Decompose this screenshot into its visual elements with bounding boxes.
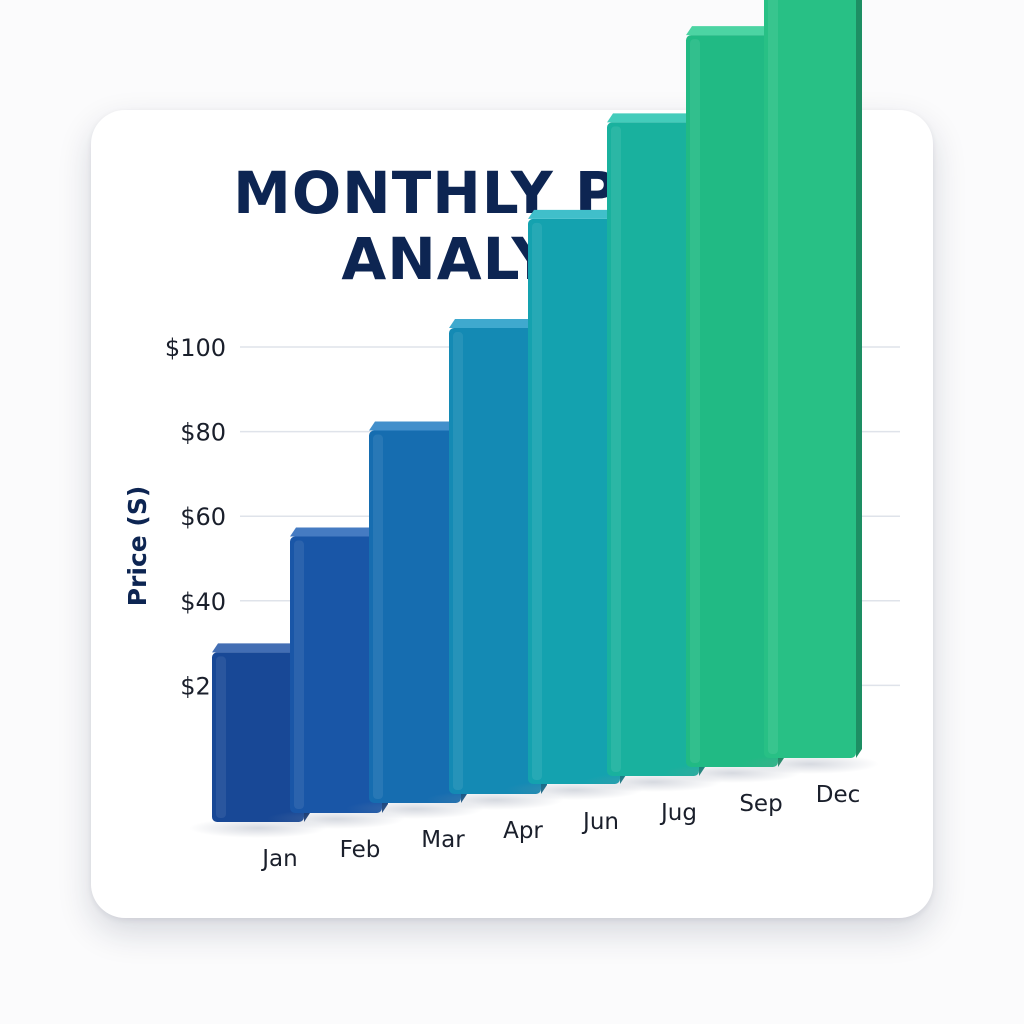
y-tick-label: $40 xyxy=(180,588,226,616)
bars xyxy=(189,0,879,838)
x-tick-label: Mar xyxy=(421,827,465,853)
y-tick-label: $60 xyxy=(180,503,226,531)
bar-jan xyxy=(189,643,327,838)
y-tick-label: $80 xyxy=(180,419,226,447)
x-tick-label: Jan xyxy=(260,846,297,872)
x-tick-label: Apr xyxy=(503,818,543,844)
x-axis-labels: Jan Feb Mar Apr Jun Jug Sep Dec xyxy=(260,782,860,872)
x-tick-label: Dec xyxy=(816,782,861,808)
y-axis-title: Price (S) xyxy=(123,486,152,607)
x-tick-label: Sep xyxy=(739,791,782,817)
y-tick-label: $100 xyxy=(165,334,226,362)
bar-dec xyxy=(741,0,879,774)
x-tick-label: Jug xyxy=(659,800,697,826)
x-tick-label: Feb xyxy=(340,837,381,863)
x-tick-label: Jun xyxy=(581,809,619,835)
